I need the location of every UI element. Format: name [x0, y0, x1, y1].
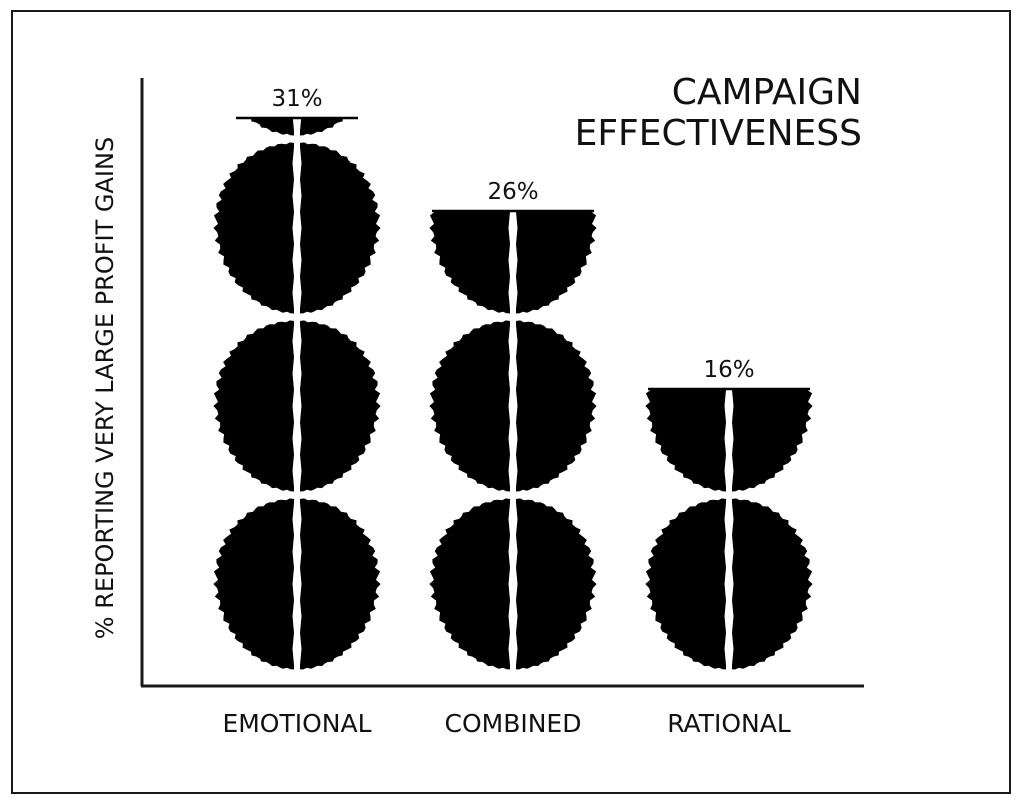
- data-label-rational: 16%: [703, 357, 754, 383]
- brain-icon: [429, 320, 597, 492]
- brain-left-hemisphere: [429, 211, 510, 314]
- y-axis-label: % REPORTING VERY LARGE PROFIT GAINS: [91, 137, 119, 639]
- brain-left-hemisphere: [429, 320, 510, 492]
- x-tick-label-rational: RATIONAL: [667, 709, 791, 738]
- brain-right-hemisphere: [300, 320, 381, 492]
- brain-icon: [429, 498, 597, 670]
- pictograph-icons: [213, 116, 813, 670]
- brain-left-hemisphere: [645, 498, 726, 670]
- brain-icon: [429, 211, 597, 314]
- chart-title-line-2: EFFECTIVENESS: [575, 113, 862, 154]
- brain-icon: [251, 118, 343, 136]
- brain-right-hemisphere: [516, 211, 597, 314]
- brain-right-hemisphere: [516, 498, 597, 670]
- brain-left-hemisphere: [429, 498, 510, 670]
- x-tick-label-emotional: EMOTIONAL: [222, 709, 371, 738]
- brain-right-hemisphere: [300, 142, 381, 314]
- chart-title: CAMPAIGN EFFECTIVENESS: [575, 72, 862, 154]
- chart-labels: 31% EMOTIONAL 26% COMBINED 16% RATIONAL: [222, 86, 790, 738]
- brain-right-hemisphere: [732, 389, 813, 492]
- brain-right-hemisphere: [300, 498, 381, 670]
- data-label-emotional: 31%: [271, 86, 322, 112]
- brain-icon: [213, 320, 381, 492]
- brain-left-hemisphere: [213, 498, 294, 670]
- brain-icon: [213, 142, 381, 314]
- chart-title-line-1: CAMPAIGN: [672, 72, 862, 113]
- brain-right-hemisphere: [300, 118, 343, 136]
- x-tick-label-combined: COMBINED: [445, 709, 582, 738]
- bar-emotional: [213, 116, 381, 670]
- data-label-combined: 26%: [487, 179, 538, 205]
- brain-left-hemisphere: [213, 320, 294, 492]
- brain-right-hemisphere: [516, 320, 597, 492]
- brain-icon: [645, 498, 813, 670]
- brain-right-hemisphere: [732, 498, 813, 670]
- bar-rational: [645, 387, 813, 670]
- chart-frame: [11, 10, 1011, 794]
- brain-left-hemisphere: [251, 118, 294, 136]
- brain-icon: [645, 389, 813, 492]
- brain-left-hemisphere: [645, 389, 726, 492]
- bar-combined: [429, 209, 597, 670]
- chart-axes: [140, 78, 864, 688]
- brain-icon: [213, 498, 381, 670]
- brain-left-hemisphere: [213, 142, 294, 314]
